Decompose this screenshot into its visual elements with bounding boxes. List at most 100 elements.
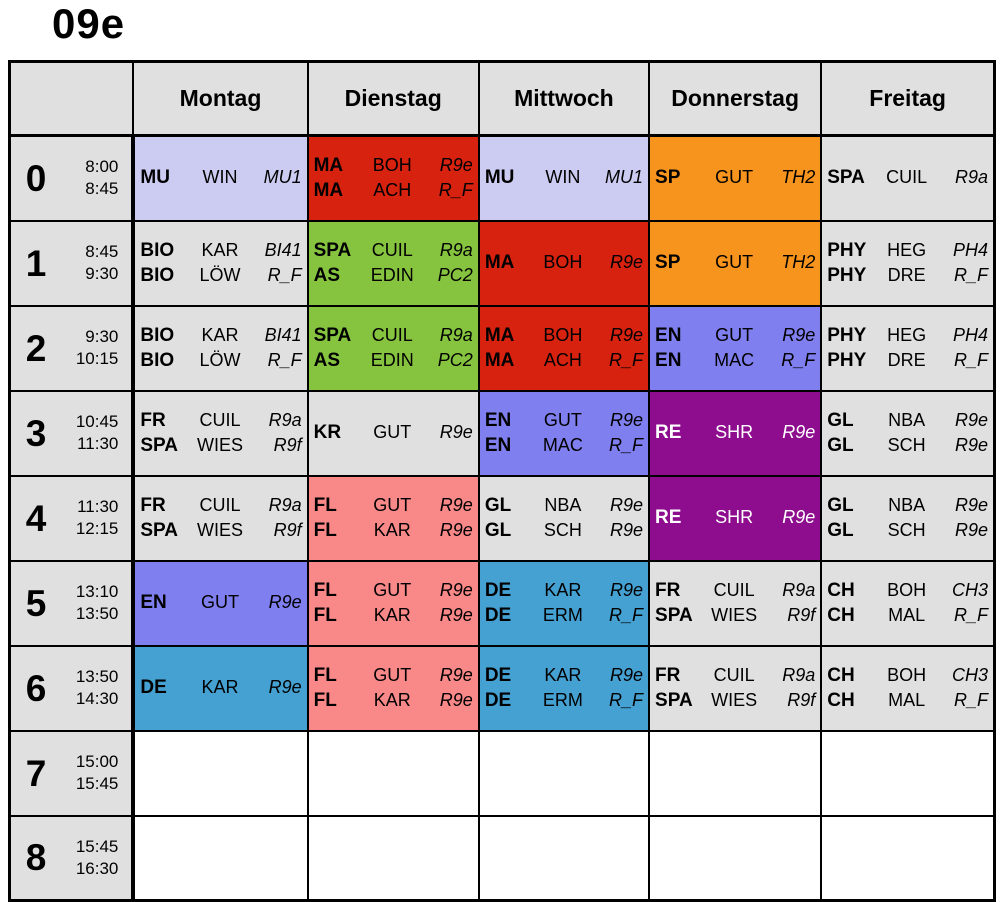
lesson-room: R_F (609, 349, 644, 370)
period-number: 5 (25, 582, 47, 624)
lesson-room: R9e (782, 507, 816, 527)
day-header-donnerstag: Donnerstag (648, 60, 823, 137)
lesson-line: SPA WIES R9f (651, 605, 819, 627)
lesson-line: MU WIN MU1 (135, 167, 305, 189)
lesson-cell-dienstag-6: FL GUT R9e FL KAR R9e (306, 644, 480, 732)
lesson-line: SPA WIES R9f (651, 690, 819, 712)
lesson-cell-mittwoch-8 (477, 814, 651, 902)
lesson-cell-dienstag-1: SPA CUIL R9a AS EDIN PC2 (306, 219, 480, 307)
time-start: 13:10 (75, 581, 119, 601)
lesson-cell-content: BIO KAR BI41 BIO LÖW R_F (135, 240, 305, 287)
lesson-cell-content: SP GUT TH2 (651, 252, 819, 274)
time-wrap: 4 11:30 12:15 (11, 496, 129, 540)
lesson-cell-montag-2: BIO KAR BI41 BIO LÖW R_F (132, 304, 309, 392)
time-end: 16:30 (75, 858, 119, 878)
lesson-cell-montag-5: EN GUT R9e (132, 559, 309, 647)
lesson-subject: DE (484, 664, 512, 686)
lesson-cell-freitag-2: PHY HEG PH4 PHY DRE R_F (820, 304, 996, 392)
lesson-room: R9e (609, 252, 644, 272)
lesson-cell-freitag-6: CH BOH CH3 CH MAL R_F (820, 644, 996, 732)
period-time-cell-6: 6 13:50 14:30 (8, 644, 136, 732)
lesson-teacher: MAL (888, 604, 926, 625)
lesson-subject: FL (313, 664, 337, 686)
lesson-cell-content: FL GUT R9e FL KAR R9e (310, 664, 477, 712)
period-times: 15:00 15:45 (61, 751, 129, 795)
time-start: 8:45 (85, 241, 119, 261)
lesson-teacher: BOH (887, 579, 927, 600)
lesson-cell-content: CH BOH CH3 CH MAL R_F (823, 579, 992, 627)
lesson-line: EN GUT R9e (651, 324, 819, 347)
lesson-subject: EN (484, 434, 512, 456)
lesson-cell-donnerstag-1: SP GUT TH2 (648, 219, 823, 307)
lesson-subject: FL (313, 494, 337, 516)
lesson-teacher: BOH (543, 324, 583, 345)
timetable: Montag Dienstag Mittwoch Donnerstag Freitag … (8, 60, 996, 902)
lesson-subject: MA (484, 252, 515, 273)
lesson-cell-montag-4: FR CUIL R9a SPA WIES R9f (132, 474, 309, 562)
lesson-room: R9e (609, 409, 644, 430)
lesson-teacher: GUT (200, 592, 239, 612)
lesson-cell-content: SPA CUIL R9a (823, 167, 992, 189)
period-row-1: 1 8:45 9:30 BIO KAR BI41 BIO LÖW R_F SPA CUIL R9a AS… (8, 219, 996, 307)
lesson-room: R9e (609, 579, 644, 600)
lesson-subject: SPA (313, 324, 352, 346)
lesson-room: R9a (782, 664, 816, 685)
lesson-teacher: LÖW (199, 349, 241, 370)
time-wrap: 2 9:30 10:15 (11, 326, 129, 370)
corner-cell (8, 60, 135, 137)
lesson-subject: GL (827, 434, 854, 456)
lesson-line: BIO LÖW R_F (135, 349, 305, 372)
lesson-room: R_F (609, 434, 644, 455)
period-number: 3 (25, 412, 47, 454)
lesson-teacher: CUIL (199, 494, 241, 515)
lesson-cell-dienstag-5: FL GUT R9e FL KAR R9e (306, 559, 480, 647)
lesson-cell-mittwoch-2: MA BOH R9e MA ACH R_F (477, 304, 651, 392)
lesson-line: DE ERM R_F (481, 605, 647, 627)
lesson-room: R_F (953, 264, 988, 285)
lesson-room: R9a (268, 494, 302, 515)
lesson-subject: PHY (827, 264, 867, 286)
time-start: 9:30 (85, 326, 119, 346)
lesson-line: SPA WIES R9f (135, 435, 305, 457)
lesson-room: R9e (439, 494, 473, 515)
lesson-room: R9a (268, 409, 302, 430)
lesson-cell-donnerstag-3: RE SHR R9e (648, 389, 823, 477)
lesson-line: EN GUT R9e (135, 592, 305, 614)
lesson-subject: DE (140, 677, 167, 698)
lesson-cell-content: KR GUT R9e (310, 422, 477, 444)
lesson-subject: EN (655, 324, 682, 346)
lesson-line: MU WIN MU1 (481, 167, 647, 189)
lesson-line: SPA CUIL R9a (310, 240, 477, 262)
lesson-teacher: KAR (373, 689, 411, 710)
day-header-dienstag: Dienstag (306, 60, 480, 137)
lesson-cell-content: BIO KAR BI41 BIO LÖW R_F (135, 325, 305, 372)
lesson-teacher: EDIN (370, 349, 414, 370)
lesson-cell-content: GL NBA R9e GL SCH R9e (481, 495, 647, 542)
lesson-cell-content: FR CUIL R9a SPA WIES R9f (135, 409, 305, 457)
lesson-line: BIO LÖW R_F (135, 265, 305, 287)
lesson-teacher: SCH (543, 519, 582, 540)
lesson-room: R_F (953, 689, 988, 710)
period-row-2: 2 9:30 10:15 BIO KAR BI41 BIO LÖW R_F SPA CUIL R9a A… (8, 304, 996, 392)
time-start: 15:00 (75, 751, 119, 771)
lesson-line: EN MAC R_F (651, 350, 819, 372)
lesson-subject: MU (484, 167, 515, 189)
lesson-cell-content: MA BOH R9e MA ACH R_F (310, 155, 477, 202)
lesson-cell-content: MA BOH R9e (481, 252, 647, 274)
time-end: 14:30 (75, 689, 119, 708)
lesson-teacher: BOH (543, 252, 583, 272)
time-start: 10:45 (75, 411, 119, 431)
lesson-cell-dienstag-0: MA BOH R9e MA ACH R_F (306, 134, 480, 222)
lesson-cell-content: DE KAR R9e (135, 677, 305, 699)
lesson-cell-mittwoch-4: GL NBA R9e GL SCH R9e (477, 474, 651, 562)
lesson-room: R_F (953, 349, 988, 370)
lesson-teacher: SHR (715, 507, 754, 527)
period-time-cell-2: 2 9:30 10:15 (8, 304, 136, 392)
lesson-cell-content: GL NBA R9e GL SCH R9e (823, 495, 992, 542)
lesson-line: SP GUT TH2 (651, 167, 819, 189)
lesson-subject: DE (484, 579, 512, 601)
lesson-teacher: DRE (887, 264, 926, 285)
lesson-line: MA ACH R_F (481, 349, 647, 372)
lesson-cell-montag-8 (132, 814, 309, 902)
lesson-teacher: MAL (888, 689, 926, 710)
